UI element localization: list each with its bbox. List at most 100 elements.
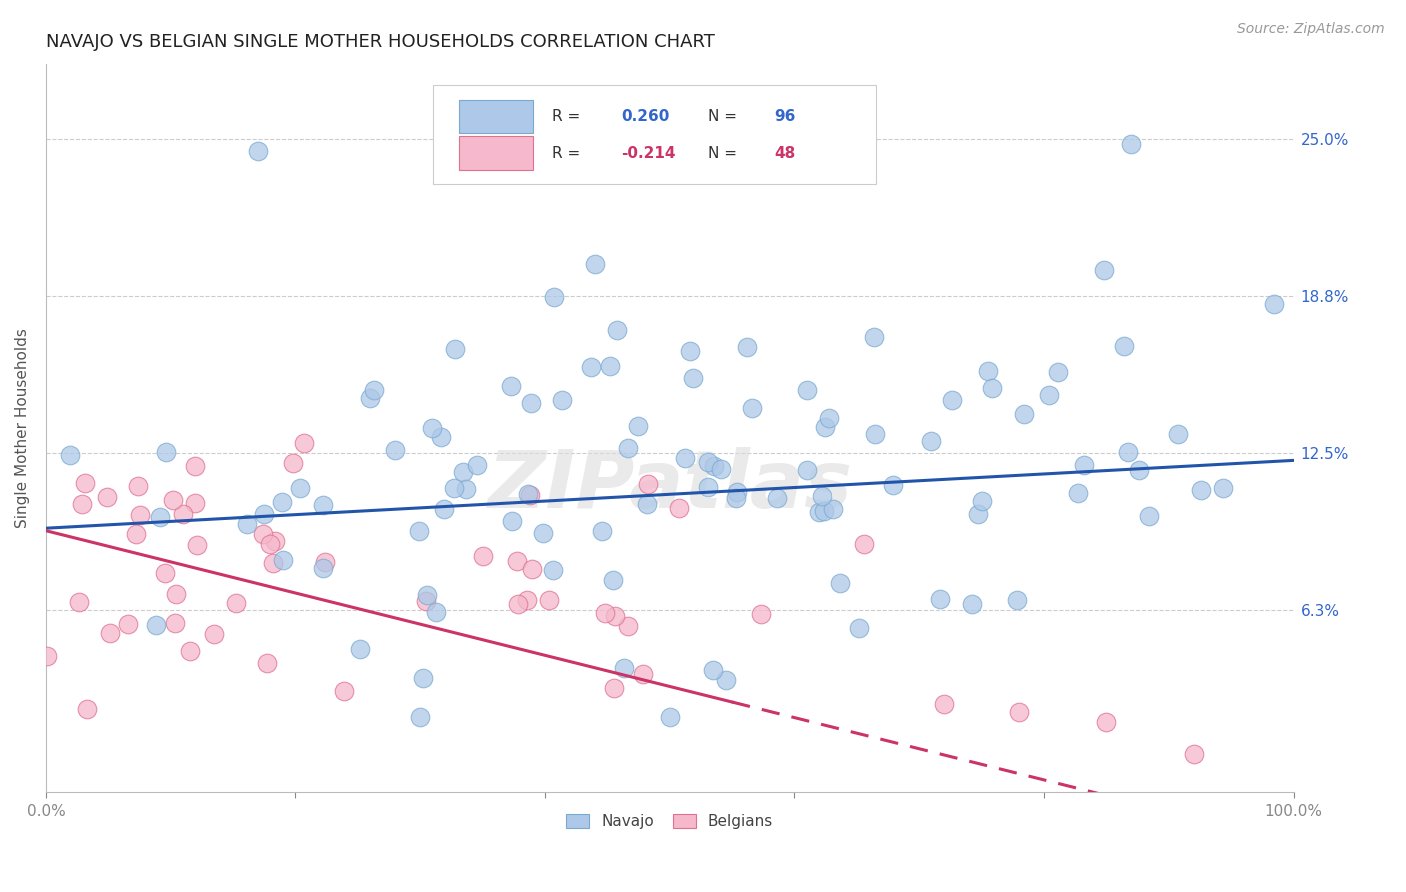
FancyBboxPatch shape — [433, 86, 876, 184]
Point — [501, 514, 523, 528]
Point — [73, 475, 96, 490]
Point — [1116, 444, 1139, 458]
Point — [472, 549, 495, 563]
Point — [697, 480, 720, 494]
Text: Source: ZipAtlas.com: Source: ZipAtlas.com — [1237, 22, 1385, 37]
Point — [409, 709, 432, 723]
Point — [271, 495, 294, 509]
Point — [165, 615, 187, 630]
Point — [314, 556, 336, 570]
Point — [184, 496, 207, 510]
Point — [1212, 481, 1234, 495]
FancyBboxPatch shape — [458, 100, 533, 134]
Point — [1038, 388, 1060, 402]
Text: -0.214: -0.214 — [621, 145, 675, 161]
Point — [516, 592, 538, 607]
Point — [312, 498, 335, 512]
Point — [273, 553, 295, 567]
Point — [408, 524, 430, 539]
Point — [970, 494, 993, 508]
Point — [882, 478, 904, 492]
Point — [863, 426, 886, 441]
Point — [703, 458, 725, 473]
Point — [444, 342, 467, 356]
Text: 0.260: 0.260 — [621, 109, 669, 124]
Point — [602, 573, 624, 587]
Point — [543, 563, 565, 577]
Point — [155, 445, 177, 459]
Point — [941, 392, 963, 407]
Point — [76, 701, 98, 715]
Point — [149, 509, 172, 524]
Point — [821, 501, 844, 516]
Point — [603, 681, 626, 695]
Point — [264, 533, 287, 548]
Point — [807, 505, 830, 519]
Point — [443, 481, 465, 495]
Point — [637, 477, 659, 491]
Point — [1137, 508, 1160, 523]
Point — [595, 606, 617, 620]
Point — [59, 448, 82, 462]
Point — [543, 291, 565, 305]
Point — [796, 463, 818, 477]
Point — [516, 487, 538, 501]
Point — [186, 538, 208, 552]
Point — [520, 562, 543, 576]
Point — [977, 364, 1000, 378]
Point — [848, 621, 870, 635]
Point — [813, 504, 835, 518]
Point — [415, 594, 437, 608]
Point — [735, 340, 758, 354]
Point — [725, 484, 748, 499]
Point — [636, 497, 658, 511]
Point — [1189, 483, 1212, 497]
Point — [456, 483, 478, 497]
Point — [749, 607, 772, 621]
Point — [312, 560, 335, 574]
Point — [1128, 463, 1150, 477]
Point — [981, 381, 1004, 395]
Point — [179, 644, 201, 658]
Point — [165, 586, 187, 600]
Text: 48: 48 — [775, 145, 796, 161]
Point — [613, 661, 636, 675]
Text: R =: R = — [553, 145, 585, 161]
Point — [283, 456, 305, 470]
Point — [583, 257, 606, 271]
Point — [531, 526, 554, 541]
Y-axis label: Single Mother Households: Single Mother Households — [15, 327, 30, 528]
Point — [659, 709, 682, 723]
Point — [1047, 365, 1070, 379]
Text: R =: R = — [553, 109, 585, 124]
Point — [697, 455, 720, 469]
Point — [145, 618, 167, 632]
Point — [724, 491, 747, 505]
FancyBboxPatch shape — [458, 136, 533, 169]
Point — [796, 383, 818, 397]
Point — [765, 491, 787, 505]
Point — [506, 553, 529, 567]
Point — [412, 671, 434, 685]
Point — [236, 516, 259, 531]
Legend: Navajo, Belgians: Navajo, Belgians — [561, 807, 779, 835]
Point — [332, 683, 354, 698]
Point — [934, 697, 956, 711]
Point — [818, 411, 841, 425]
Point — [69, 595, 91, 609]
Point — [256, 656, 278, 670]
Point — [252, 526, 274, 541]
Point — [1012, 407, 1035, 421]
Point — [129, 508, 152, 522]
Point — [453, 465, 475, 479]
Point — [363, 383, 385, 397]
Point — [184, 459, 207, 474]
Point — [1067, 485, 1090, 500]
Point — [420, 421, 443, 435]
Point — [967, 507, 990, 521]
Point — [520, 396, 543, 410]
Point — [225, 596, 247, 610]
Point — [928, 592, 950, 607]
Point — [499, 378, 522, 392]
Point — [579, 359, 602, 374]
